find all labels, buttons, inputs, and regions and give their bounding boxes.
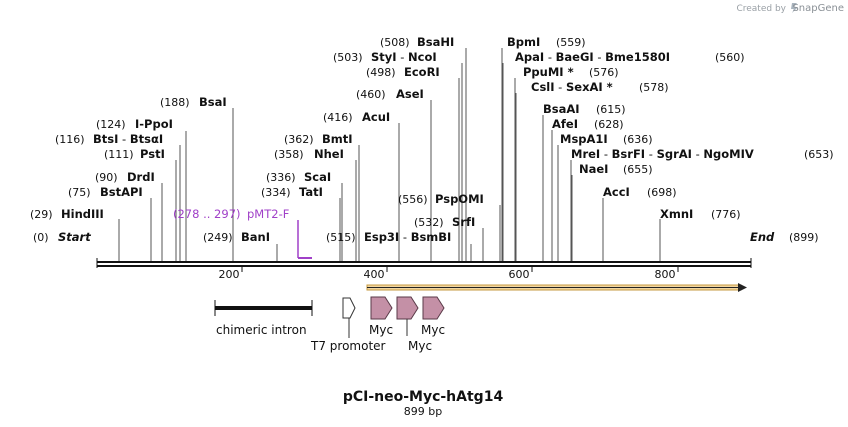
site-bsaai: BsaAI (615)	[543, 102, 626, 116]
feature-myc-3: Myc	[421, 296, 445, 337]
site-bstapi: (75) BstAPI	[68, 185, 143, 199]
site-scai: (336) ScaI	[266, 170, 331, 184]
site-psti: (111) PstI	[104, 147, 165, 161]
feature-label-t7-promoter: T7 promoter	[310, 339, 386, 353]
site-bmti: (362) BmtI	[284, 132, 353, 146]
site-mrei: MreI - BsrFI - SgrAI - NgoMIV (653)	[571, 147, 834, 161]
credit-brand: SnapGene	[792, 3, 844, 14]
site-leader-lines	[118, 48, 661, 262]
snapgene-logo-icon	[791, 3, 798, 13]
site-acci: AccI (698)	[603, 185, 677, 199]
feature-myc-2: Myc	[396, 296, 432, 353]
ruler-tick-200: 200	[219, 268, 240, 281]
site-tati: (334) TatI	[261, 185, 323, 199]
site-bsai: (188) BsaI	[160, 95, 227, 109]
map-title: pCI-neo-Myc-hAtg14	[343, 389, 504, 405]
site-asei: (460) AseI	[356, 87, 424, 101]
feature-chimeric-intron: chimeric intron	[214, 300, 313, 337]
primer-arrow	[297, 220, 312, 259]
feature-myc-1: Myc	[369, 296, 393, 337]
ruler-tick-400: 400	[364, 268, 385, 281]
primer-label: (278 .. 297) pMT2-F	[173, 207, 289, 221]
sequence-backbone	[96, 258, 752, 268]
site-xmni: XmnI (776)	[660, 207, 741, 221]
site-esp3i: (515) Esp3I - BsmBI	[326, 230, 451, 244]
site-i-ppoi: (124) I-PpoI	[96, 117, 173, 131]
site-csli: CslI - SexAI * (578)	[531, 80, 669, 94]
feature-label-myc-2: Myc	[408, 339, 432, 353]
orf-arrow	[366, 283, 747, 292]
feature-label-myc-1: Myc	[369, 323, 393, 337]
site-ecori: (498) EcoRI	[366, 65, 440, 79]
site-bsahi: (508) BsaHI	[380, 35, 454, 49]
site-srfi: (532) SrfI	[414, 215, 475, 229]
end-label: End (899)	[750, 230, 819, 244]
start-label: (0) Start	[33, 230, 91, 244]
ruler-tick-800: 800	[655, 268, 676, 281]
map-subtitle: 899 bp	[404, 405, 442, 418]
site-styi: (503) StyI - NcoI	[333, 50, 437, 64]
site-btsi: (116) BtsI - BtsαI	[55, 132, 163, 146]
site-mspa1i: MspA1I (636)	[560, 132, 653, 146]
site-drdi: (90) DrdI	[95, 170, 155, 184]
credit-prefix: Created by	[736, 4, 786, 14]
site-afei: AfeI (628)	[552, 117, 624, 131]
site-bani: (249) BanI	[203, 230, 270, 244]
site-pspomi: (556) PspOMI	[398, 192, 484, 206]
site-ppumi: PpuMI * (576)	[523, 65, 619, 79]
feature-t7-promoter: T7 promoter	[310, 297, 386, 353]
site-naei: NaeI (655)	[579, 162, 653, 176]
site-nhei: (358) NheI	[274, 147, 344, 161]
site-acui: (416) AcuI	[323, 110, 390, 124]
site-hindiii: (29) HindIII	[30, 207, 104, 221]
ruler-tick-600: 600	[509, 268, 530, 281]
restriction-site-labels: (29) HindIII (75) BstAPI (90) DrdI (111) Pst…	[30, 35, 834, 244]
site-apai: ApaI - BaeGI - Bme1580I (560)	[515, 50, 745, 64]
feature-label-myc-3: Myc	[421, 323, 445, 337]
site-bpmi: BpmI (559)	[507, 35, 586, 49]
feature-label-chimeric-intron: chimeric intron	[216, 323, 307, 337]
ruler: 200 400 600 800	[219, 266, 679, 281]
